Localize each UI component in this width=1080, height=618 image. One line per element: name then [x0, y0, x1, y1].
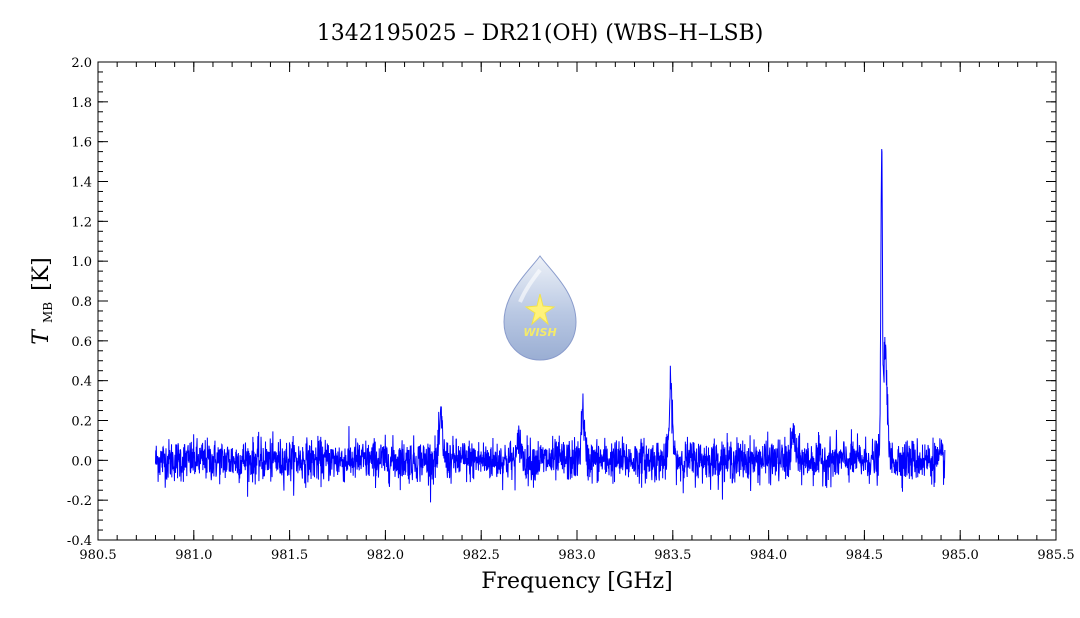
y-tick-label: 1.6: [71, 136, 92, 151]
y-tick-label: 1.8: [71, 96, 92, 111]
y-tick-label: 0.2: [71, 415, 92, 430]
logo-text: WISH: [523, 326, 556, 339]
spectrum-series-line: [154, 149, 946, 503]
y-tick-label: 1.2: [71, 215, 92, 230]
y-axis-ticks: -0.4 -0.2 0.0 0.2 0.4 0.6 0.8 1.0 1.2 1.4 1.6 1.8 2.…: [67, 56, 1056, 549]
svg-text:T MB [K]: T MB [K]: [29, 257, 58, 344]
x-tick-label: 985.0: [942, 548, 979, 563]
x-axis-ticks: 980.5 981.0 981.5 982.0 982.5 983.0 983.5 984.0…: [79, 62, 1075, 563]
y-label-unit: [K]: [29, 257, 54, 291]
y-tick-label: 0.0: [71, 454, 92, 469]
y-tick-label: -0.2: [67, 494, 92, 509]
chart-title: 1342195025 – DR21(OH) (WBS–H–LSB): [317, 21, 764, 46]
x-tick-label: 984.5: [846, 548, 883, 563]
y-axis-label: T MB [K]: [29, 257, 58, 344]
x-tick-label: 982.0: [367, 548, 404, 563]
x-tick-label: 981.5: [271, 548, 308, 563]
y-label-sub: MB: [41, 302, 55, 323]
y-tick-label: 0.6: [71, 335, 92, 350]
star-icon: [524, 293, 556, 326]
y-tick-label: 0.4: [71, 375, 92, 390]
y-tick-label: -0.4: [67, 534, 92, 549]
y-tick-label: 2.0: [71, 56, 92, 71]
wish-logo: WISH: [503, 255, 577, 361]
x-axis-label: Frequency [GHz]: [481, 569, 673, 594]
x-tick-label: 983.0: [558, 548, 595, 563]
x-tick-label: 985.5: [1037, 548, 1074, 563]
y-tick-label: 1.4: [71, 176, 92, 191]
y-tick-label: 1.0: [71, 255, 92, 270]
x-tick-label: 983.5: [654, 548, 691, 563]
x-tick-label: 984.0: [750, 548, 787, 563]
y-label-main: T: [29, 328, 54, 345]
x-tick-label: 981.0: [175, 548, 212, 563]
x-tick-label: 982.5: [463, 548, 500, 563]
x-tick-label: 980.5: [79, 548, 116, 563]
y-tick-label: 0.8: [71, 295, 92, 310]
